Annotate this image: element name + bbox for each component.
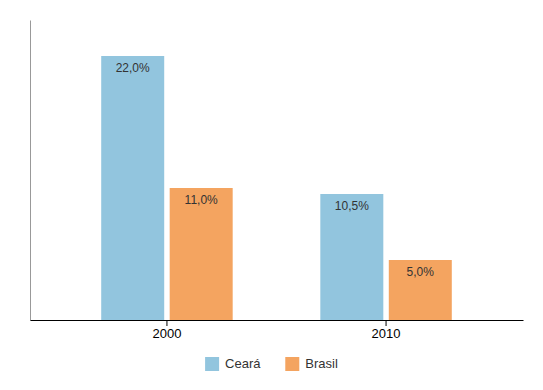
legend-item: Ceará: [205, 356, 261, 371]
data-label: 22,0%: [116, 61, 150, 75]
x-tick: 2000: [152, 320, 181, 341]
legend-label: Brasil: [305, 356, 338, 371]
data-label: 5,0%: [407, 265, 435, 279]
data-label: 11,0%: [185, 193, 218, 207]
y-axis: [30, 21, 31, 321]
x-axis: 2000 2010: [31, 320, 524, 341]
bar: [389, 260, 452, 320]
legend-item: Brasil: [285, 356, 338, 371]
x-axis-line: [31, 320, 524, 321]
bar: [101, 56, 164, 320]
y-axis-line: [30, 21, 31, 321]
bars: [101, 56, 452, 320]
data-label: 10,5%: [335, 199, 369, 213]
data-labels: 22,0% 11,0% 10,5% 5,0%: [116, 61, 435, 279]
plot: 22,0% 11,0% 10,5% 5,0% 2000 2010: [31, 21, 524, 342]
x-tick-mark: [386, 320, 387, 326]
bar: [170, 188, 233, 320]
x-tick-label: 2000: [152, 326, 181, 341]
x-tick-label: 2010: [372, 326, 401, 341]
x-tick-mark: [166, 320, 167, 326]
chart: 22,0% 11,0% 10,5% 5,0% 2000 2010 Ceará Brasil: [0, 0, 543, 390]
bar: [320, 194, 383, 320]
legend: Ceará Brasil: [205, 356, 338, 371]
x-tick: 2010: [372, 320, 401, 341]
legend-swatch: [205, 357, 219, 371]
legend-swatch: [285, 357, 299, 371]
legend-label: Ceará: [225, 356, 261, 371]
